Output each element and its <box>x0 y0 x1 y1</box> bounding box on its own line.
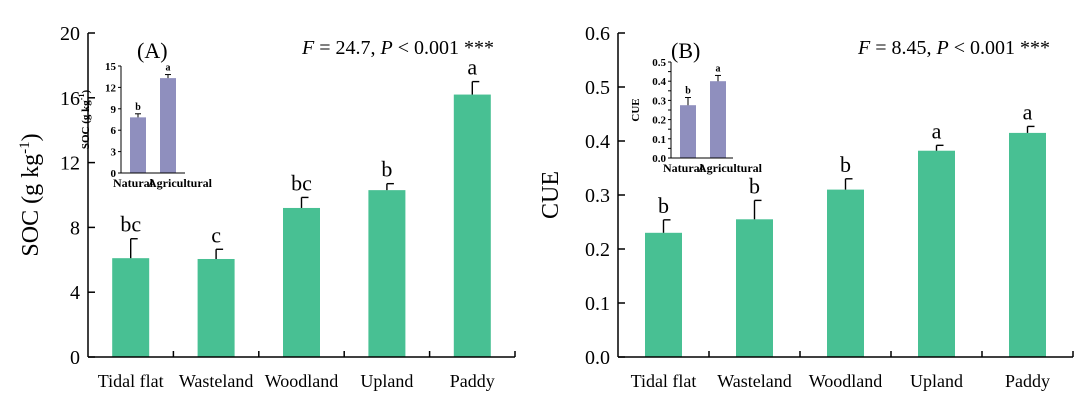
inset-y-tick-label: 9 <box>111 104 117 116</box>
inset-bar-natural <box>130 117 146 173</box>
significance-letter: b <box>749 173 760 198</box>
bar-upland <box>368 190 406 357</box>
inset-significance-letter: a <box>716 63 721 74</box>
bar-upland <box>918 150 955 357</box>
inset-y-axis-label-close: ) <box>80 90 92 94</box>
stat-p: P <box>380 37 393 59</box>
significance-letter: a <box>932 118 942 143</box>
inset-y-tick-label: 0.5 <box>652 57 666 69</box>
inset-x-tick-label: Natural <box>663 161 704 175</box>
inset-significance-letter: a <box>166 63 171 74</box>
bar-woodland <box>283 207 320 357</box>
inset-significance-letter: b <box>135 102 141 113</box>
y-axis-label: CUE <box>538 171 564 219</box>
panel-a-soc-chart: bc Tidal flat c Wasteland bc Woodland b Upland a… <box>17 23 516 391</box>
y-tick-label: 0.6 <box>585 23 610 45</box>
inset-y-axis-label-exponent: -1 <box>77 94 86 101</box>
inset-x-tick-label: Natural <box>113 176 154 190</box>
y-axis-label-exponent: -1 <box>17 141 33 154</box>
inset-y-tick-label: 3 <box>111 147 117 159</box>
panel-label: (B) <box>671 38 700 63</box>
bar-wasteland <box>197 258 235 357</box>
significance-letter: bc <box>120 212 141 237</box>
y-tick-label: 0.1 <box>585 293 610 315</box>
inset-chart: b Natural a Agricultural 0.0 0.1 0.2 0.3 0.4 0.5 C… <box>630 57 763 175</box>
inset-chart: b Natural a Agricultural 0 3 6 9 12 15 SOC (g kg-1… <box>77 61 213 190</box>
x-tick-label: Wasteland <box>717 371 792 391</box>
y-tick-label: 0.0 <box>585 347 610 369</box>
panel-label: (A) <box>137 38 168 63</box>
x-tick-label: Paddy <box>450 371 495 391</box>
bar-woodland <box>827 189 864 357</box>
stat-f: F <box>301 37 315 59</box>
stat-f: F <box>857 37 871 59</box>
x-tick-label: Wasteland <box>179 371 254 391</box>
x-tick-label: Woodland <box>809 371 883 391</box>
stat-f-value: = 24.7, <box>314 37 380 59</box>
bar-tidal-flat <box>645 232 682 357</box>
y-tick-label: 0.5 <box>585 77 610 99</box>
significance-letter: bc <box>291 170 312 195</box>
stat-p: P <box>936 37 949 59</box>
x-tick-label: Tidal flat <box>98 371 164 391</box>
x-tick-label: Paddy <box>1005 371 1050 391</box>
inset-bar-agricultural <box>160 78 176 173</box>
y-tick-label: 0.3 <box>585 185 610 207</box>
bar-paddy <box>453 94 491 357</box>
y-tick-label: 20 <box>60 23 80 45</box>
y-tick-label: 16 <box>60 88 80 110</box>
bar-tidal-flat <box>112 258 150 357</box>
significance-letter: a <box>1023 99 1033 124</box>
y-axis-label-text: SOC (g kg <box>18 154 44 257</box>
panel-b-cue-chart: b Tidal flat b Wasteland b Woodland a Upland a Pa… <box>538 23 1074 391</box>
x-tick-label: Tidal flat <box>631 371 697 391</box>
significance-letter: b <box>658 193 669 218</box>
bar-wasteland <box>736 219 773 357</box>
inset-y-tick-label: 0.1 <box>652 134 666 146</box>
x-tick-label: Upland <box>910 371 963 391</box>
statistics-annotation: F = 8.45, P < 0.001 *** <box>857 37 1050 59</box>
inset-y-tick-label: 0.4 <box>652 76 666 88</box>
y-axis-label: SOC (g kg-1) <box>17 133 44 256</box>
y-tick-label: 0.4 <box>585 131 610 153</box>
inset-y-tick-label: 12 <box>105 82 117 94</box>
inset-significance-letter: b <box>685 86 691 97</box>
inset-y-axis-label-text: SOC (g kg <box>80 100 92 149</box>
stat-p-value: < 0.001 *** <box>393 37 494 59</box>
y-tick-label: 12 <box>60 153 80 175</box>
inset-y-tick-label: 15 <box>105 61 117 73</box>
inset-y-axis-label: SOC (g kg-1) <box>77 90 92 150</box>
inset-x-tick-label: Agricultural <box>698 161 763 175</box>
statistics-annotation: F = 24.7, P < 0.001 *** <box>301 37 494 59</box>
y-axis-label-text: CUE <box>538 171 564 219</box>
significance-letter: b <box>840 152 851 177</box>
y-tick-label: 8 <box>70 217 80 239</box>
y-tick-label: 4 <box>70 282 80 304</box>
stat-p-value: < 0.001 *** <box>949 37 1050 59</box>
inset-y-tick-label: 6 <box>111 125 117 137</box>
inset-bar-natural <box>680 105 696 158</box>
inset-y-tick-label: 0 <box>111 168 117 180</box>
y-tick-label: 0 <box>70 347 80 369</box>
y-tick-label: 0.2 <box>585 239 610 261</box>
x-tick-label: Upland <box>360 371 413 391</box>
significance-letter: b <box>381 157 392 182</box>
inset-y-axis-label: CUE <box>630 98 642 121</box>
x-tick-label: Woodland <box>265 371 339 391</box>
stat-f-value: = 8.45, <box>870 37 936 59</box>
significance-letter: c <box>211 222 221 247</box>
bar-paddy <box>1009 132 1046 357</box>
inset-y-tick-label: 0.3 <box>652 95 666 107</box>
inset-y-tick-label: 0.0 <box>652 153 666 165</box>
inset-y-axis-label-text: CUE <box>630 98 642 121</box>
inset-bar-agricultural <box>710 81 726 158</box>
y-axis-label-close: ) <box>18 133 44 141</box>
inset-y-tick-label: 0.2 <box>652 115 666 127</box>
inset-x-tick-label: Agricultural <box>148 176 213 190</box>
significance-letter: a <box>467 55 477 80</box>
